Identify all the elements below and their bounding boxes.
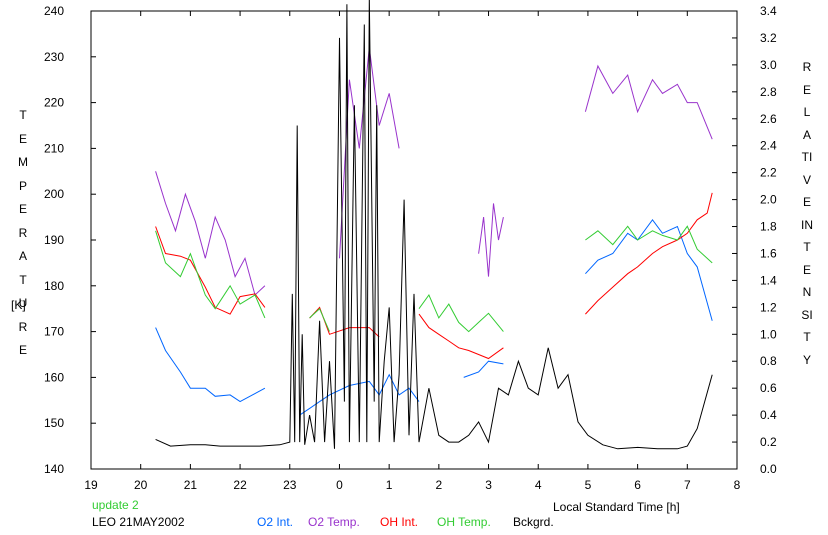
series-o2-temp [155, 47, 713, 296]
legend-bckgrd: Bckgrd. [513, 515, 554, 529]
y-left-tick-label: 150 [44, 416, 64, 430]
y-right-tick-label: 3.4 [760, 4, 777, 18]
legend-oh-int: OH Int. [380, 515, 419, 529]
series-line [585, 192, 713, 315]
y-right-tick-label: 0.0 [760, 462, 777, 476]
y-right-tick-label: 3.0 [760, 58, 777, 72]
series-o2-int [155, 218, 713, 416]
x-tick-label: 0 [336, 478, 343, 492]
legend-oh-temp: OH Temp. [437, 515, 491, 529]
legend-o2-int: O2 Int. [257, 515, 294, 529]
station-date-label: LEO 21MAY2002 [92, 515, 185, 529]
x-tick-label: 4 [535, 478, 542, 492]
series-line [418, 313, 504, 360]
x-tick-label: 2 [436, 478, 443, 492]
y-right-tick-label: 1.8 [760, 220, 777, 234]
series-line [463, 360, 504, 378]
x-tick-label: 21 [184, 478, 198, 492]
y-left-tick-label: 210 [44, 141, 64, 155]
y-left-tick-label: 220 [44, 96, 64, 110]
y-right-tick-label: 1.0 [760, 327, 777, 341]
x-axis-label: Local Standard Time [h] [553, 500, 680, 514]
x-tick-label: 7 [684, 478, 691, 492]
y-left-tick-label: 230 [44, 50, 64, 64]
x-tick-label: 23 [283, 478, 297, 492]
y-right-tick-label: 1.4 [760, 273, 777, 287]
y-right-tick-label: 2.4 [760, 139, 777, 153]
y-left-tick-label: 180 [44, 279, 64, 293]
y-right-tick-label: 1.2 [760, 300, 777, 314]
series-line [585, 225, 713, 264]
plot-frame [90, 10, 738, 470]
x-tick-label: 5 [585, 478, 592, 492]
y-left-tick-label: 160 [44, 370, 64, 384]
y-left-tick-label: 190 [44, 233, 64, 247]
y-right-tick-label: 0.2 [760, 435, 777, 449]
x-tick-label: 22 [233, 478, 247, 492]
x-tick-label: 1 [386, 478, 393, 492]
series-line [585, 218, 713, 321]
update-label: update 2 [92, 498, 139, 512]
y-right-tick-label: 0.8 [760, 354, 777, 368]
series-line [155, 0, 713, 450]
x-tick-label: 3 [485, 478, 492, 492]
y-right-tick-label: 2.0 [760, 193, 777, 207]
series-line [155, 226, 266, 315]
x-tick-label: 19 [84, 478, 98, 492]
series-line [309, 306, 380, 338]
y-right-tick-label: 3.2 [760, 31, 777, 45]
x-tick-label: 20 [134, 478, 148, 492]
x-tick-label: 8 [734, 478, 741, 492]
y-left-tick-label: 170 [44, 325, 64, 339]
y-right-tick-label: 2.6 [760, 112, 777, 126]
series-line [478, 203, 504, 277]
series-line [155, 171, 266, 296]
y-right-tick-label: 0.6 [760, 381, 777, 395]
y-axis-left-label: TEMPERATURE [18, 108, 28, 357]
axes: 19 20 21 22 23 0 1 2 3 4 5 6 7 8140150160170180190200… [44, 4, 777, 492]
series-line [309, 307, 330, 332]
series-line [155, 327, 266, 403]
y-axis-right-label: RELATIVE INTENSITY [801, 60, 813, 367]
series-oh-temp [155, 225, 713, 333]
x-tick-label: 6 [634, 478, 641, 492]
legend-o2-temp: O2 Temp. [308, 515, 360, 529]
series-line [584, 64, 713, 140]
y-left-tick-label: 140 [44, 462, 64, 476]
y-right-tick-label: 1.6 [760, 246, 777, 260]
y-right-tick-label: 2.8 [760, 85, 777, 99]
series-layer [155, 0, 713, 450]
y-left-tick-label: 200 [44, 187, 64, 201]
series-line [418, 293, 504, 333]
y-axis-left-unit: [K] [11, 298, 26, 312]
series-oh-int [155, 192, 713, 360]
y-left-tick-label: 240 [44, 4, 64, 18]
y-right-tick-label: 2.2 [760, 166, 777, 180]
y-right-tick-label: 0.4 [760, 408, 777, 422]
series-line [155, 230, 266, 319]
series-bckgrd [155, 0, 713, 450]
